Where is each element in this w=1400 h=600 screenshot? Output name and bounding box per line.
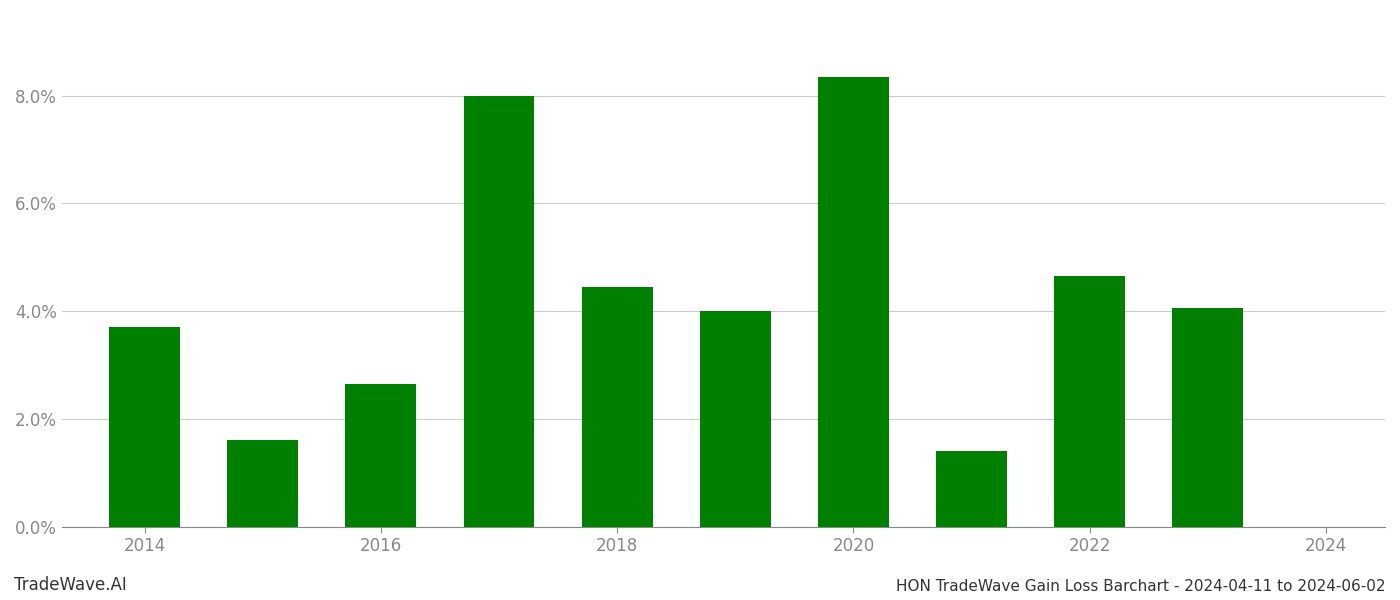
Bar xyxy=(227,440,298,527)
Bar xyxy=(700,311,770,527)
Bar xyxy=(109,328,181,527)
Bar xyxy=(581,287,652,527)
Bar xyxy=(1172,308,1243,527)
Text: HON TradeWave Gain Loss Barchart - 2024-04-11 to 2024-06-02: HON TradeWave Gain Loss Barchart - 2024-… xyxy=(896,579,1386,594)
Bar xyxy=(346,384,416,527)
Bar xyxy=(818,77,889,527)
Bar xyxy=(937,451,1007,527)
Text: TradeWave.AI: TradeWave.AI xyxy=(14,576,127,594)
Bar xyxy=(463,96,535,527)
Bar xyxy=(1054,276,1126,527)
